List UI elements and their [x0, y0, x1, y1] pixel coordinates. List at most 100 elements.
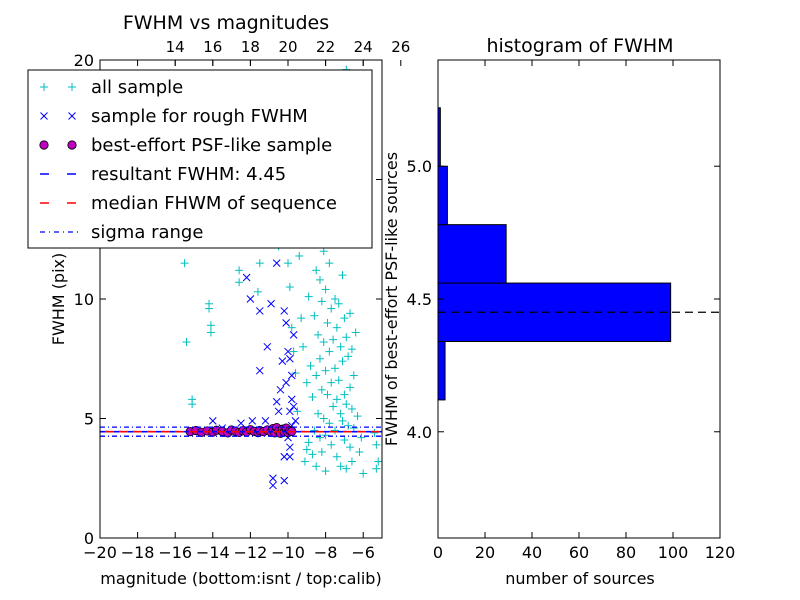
data-point: [346, 443, 355, 452]
data-point: [334, 299, 343, 308]
y-tick-label: 0: [84, 529, 94, 548]
data-point: [312, 462, 321, 471]
data-point-b: [280, 476, 289, 485]
data-point-b: [237, 419, 245, 428]
data-point-b: [274, 407, 283, 416]
data-point: [253, 287, 262, 296]
data-point: [325, 419, 334, 428]
data-point: [291, 417, 300, 425]
data-point: [267, 299, 275, 308]
scatter-legend: all sample sample for rough FWHM best-effo…: [27, 69, 373, 249]
data-point: [235, 266, 244, 275]
data-point: [206, 321, 215, 330]
data-point: [302, 445, 311, 454]
data-point: [280, 452, 289, 461]
data-point: [261, 417, 270, 425]
data-point-b: [286, 443, 294, 452]
data-point: [331, 426, 339, 435]
x-tick-label: 60: [569, 543, 589, 562]
legend-marker: [67, 140, 77, 150]
data-point: [346, 383, 355, 392]
data-point: [286, 452, 294, 461]
legend-entry: best-effort PSF-like sample: [39, 135, 332, 156]
histogram-bar: [437, 340, 446, 401]
data-point-b: [289, 330, 298, 339]
data-point-b: [246, 295, 255, 303]
data-point: [304, 438, 313, 447]
data-point: [280, 476, 289, 485]
data-point: [284, 347, 292, 356]
x-tick-label: −10: [271, 543, 305, 562]
scatter-title: FWHM vs magnitudes: [123, 12, 329, 34]
data-point: [325, 259, 334, 268]
data-point: [237, 419, 245, 428]
data-point: [329, 335, 338, 344]
data-point: [355, 447, 364, 456]
data-point: [349, 371, 358, 380]
data-point-b: [242, 273, 251, 282]
data-point: [347, 404, 356, 413]
data-point: [308, 450, 317, 459]
data-point: [349, 424, 358, 433]
data-point: [374, 457, 383, 466]
scatter-ylabel: FWHM (pix): [49, 253, 68, 346]
data-point: [293, 407, 302, 416]
data-point: [188, 400, 197, 409]
data-point: [340, 390, 349, 399]
x-tick-label: 40: [522, 543, 542, 562]
data-point: [331, 364, 339, 373]
data-point: [286, 443, 294, 452]
data-point-b: [255, 307, 264, 315]
legend-label: all sample: [91, 77, 183, 98]
data-point: [255, 307, 264, 315]
top-tick-label: 16: [203, 38, 222, 56]
data-point: [336, 409, 345, 418]
y-tick-label: 4.5: [407, 290, 432, 309]
x-tick-label: 20: [475, 543, 495, 562]
data-point-b: [280, 307, 289, 315]
data-point-b: [208, 417, 217, 425]
data-point-b: [269, 474, 277, 483]
data-point: [315, 354, 324, 363]
y-tick-label: 5.0: [407, 157, 432, 176]
data-point: [319, 414, 328, 423]
data-point: [338, 357, 347, 366]
legend-label: median FHWM of sequence: [91, 193, 337, 214]
data-point: [319, 247, 328, 256]
data-point: [327, 440, 336, 449]
x-tick-label: −16: [158, 543, 192, 562]
data-point: [321, 285, 330, 294]
data-point: [291, 369, 300, 378]
data-point: [321, 366, 330, 375]
data-point: [285, 283, 294, 292]
data-point: [286, 354, 294, 363]
data-point: [278, 357, 287, 365]
data-point: [329, 402, 338, 411]
x-tick-label: −8: [314, 543, 338, 562]
data-point: [299, 342, 308, 351]
legend-entry: sigma range: [40, 222, 203, 243]
legend-marker-b: [40, 112, 48, 120]
data-point: [344, 352, 353, 361]
data-point: [205, 304, 214, 313]
data-point: [325, 347, 334, 356]
data-point: [297, 314, 306, 323]
y-tick-label: 5: [84, 410, 94, 429]
data-point-b: [287, 371, 296, 380]
data-point-b: [282, 378, 290, 387]
legend-label: sigma range: [91, 222, 203, 243]
data-point: [300, 457, 309, 466]
data-point-b: [263, 342, 272, 351]
x-tick-label: −14: [196, 543, 230, 562]
data-point: [327, 378, 336, 387]
data-point: [282, 319, 290, 327]
data-point: [289, 347, 298, 356]
data-point: [263, 342, 272, 351]
data-point: [255, 366, 264, 375]
data-point: [304, 292, 313, 301]
histogram-axes: 0 20 40 60 80 100 120 4.0 4.5 5.0: [407, 60, 735, 562]
legend-marker-b: [68, 112, 76, 120]
data-point: [248, 417, 257, 425]
data-point: [344, 421, 353, 430]
data-point: [269, 474, 277, 483]
